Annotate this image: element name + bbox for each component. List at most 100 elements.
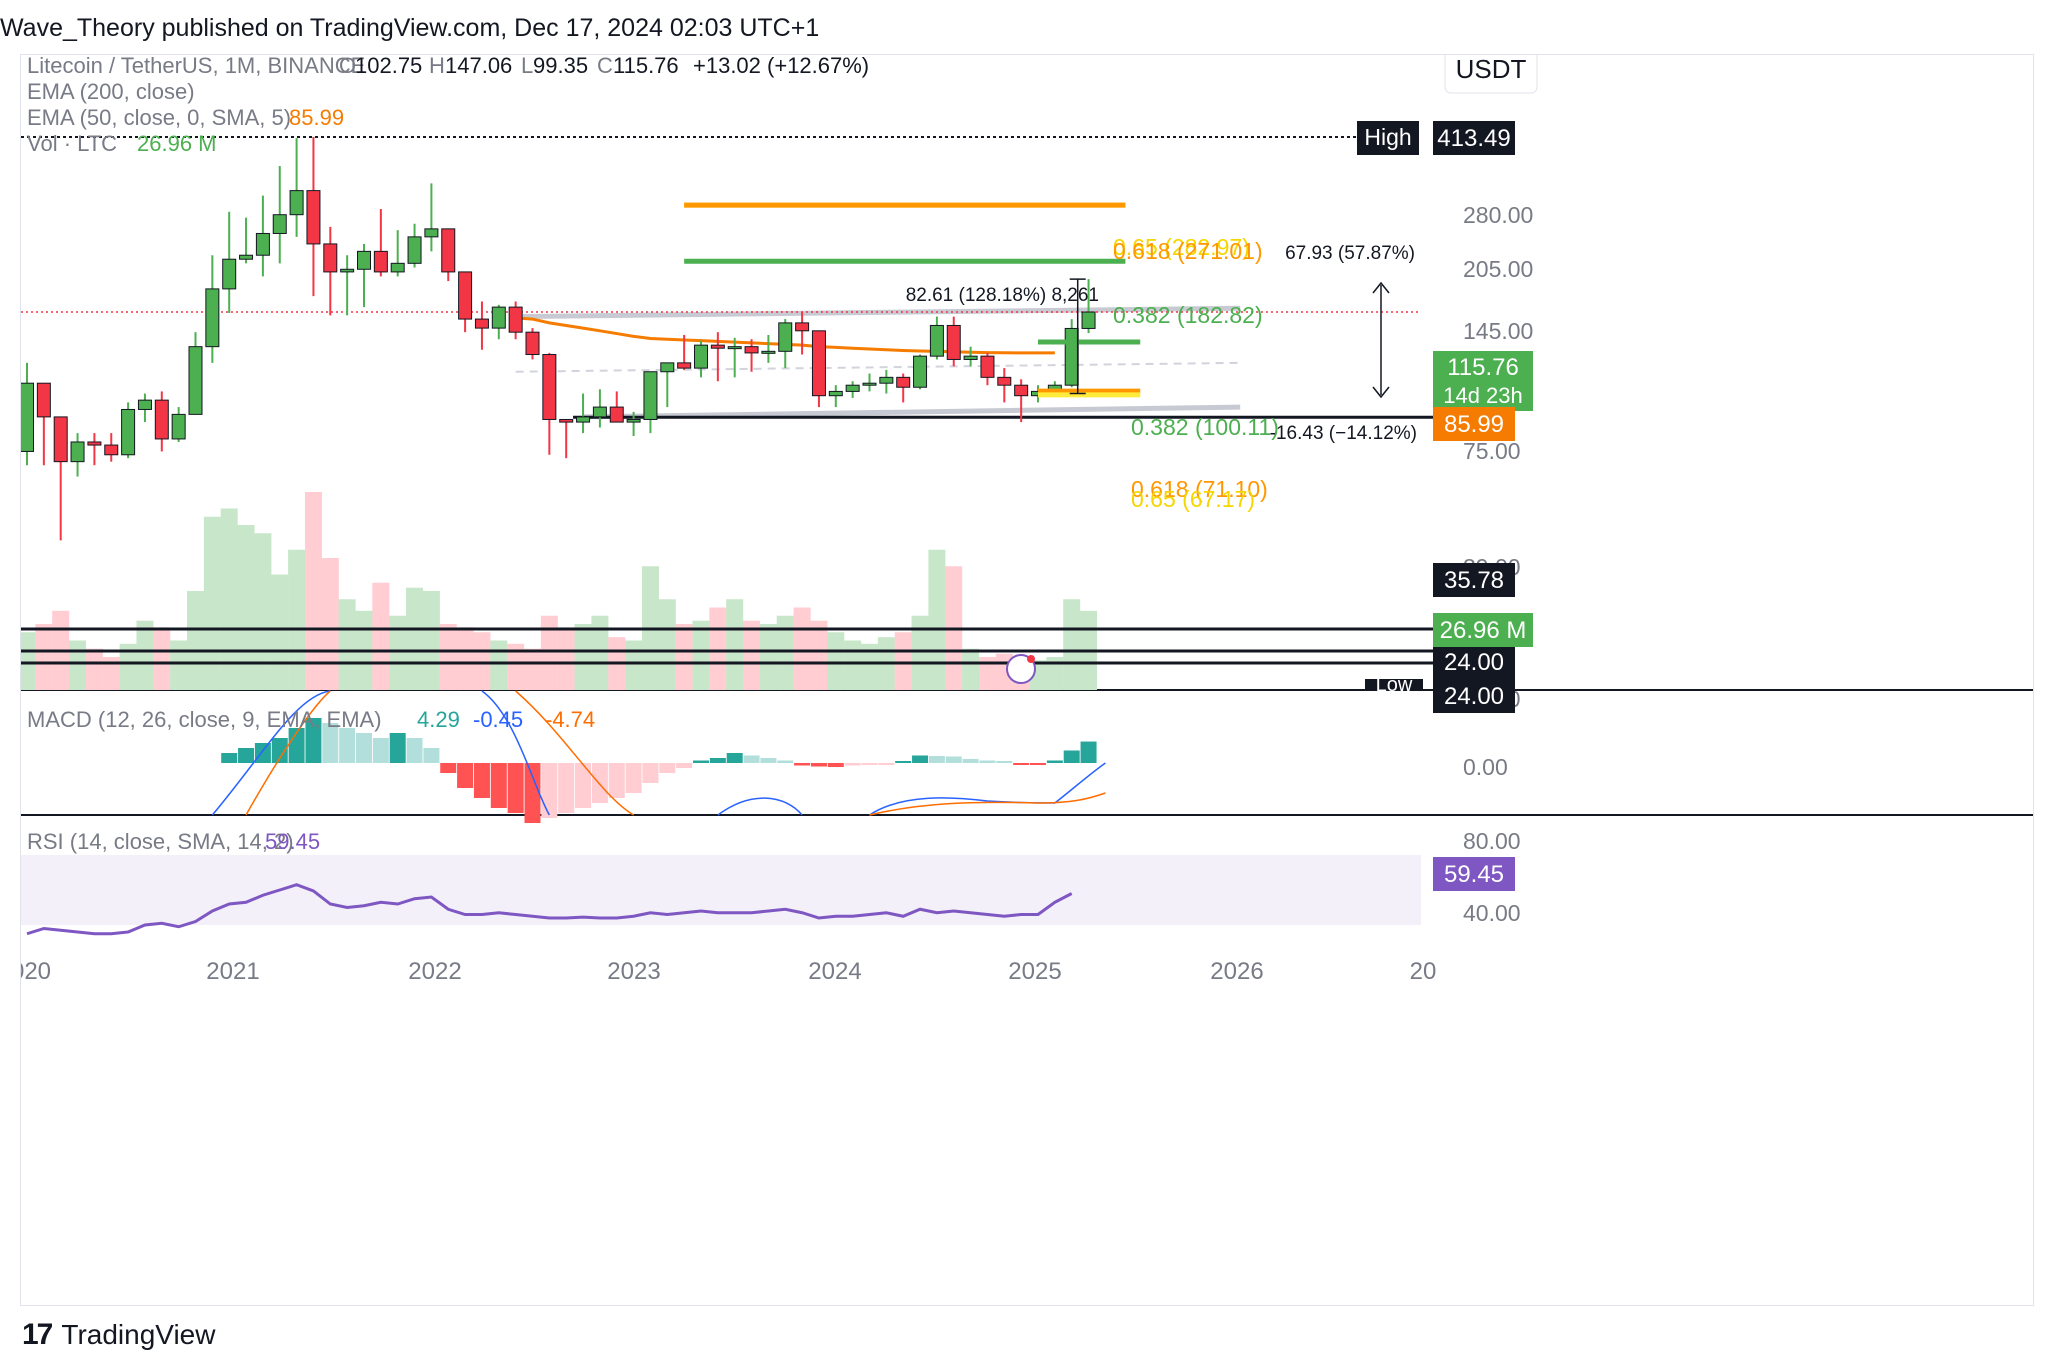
candle bbox=[373, 208, 388, 277]
macd-hist-bar bbox=[760, 758, 777, 763]
candle bbox=[104, 433, 119, 462]
candle bbox=[913, 354, 928, 390]
candle bbox=[205, 255, 220, 363]
candle-body bbox=[508, 306, 523, 333]
countdown-badge: 14d 23h bbox=[1443, 383, 1523, 408]
level-badge: 24.00 bbox=[1444, 649, 1504, 676]
volume-bar bbox=[21, 632, 36, 690]
legend-ema200: EMA (200, close) bbox=[27, 79, 195, 104]
time-axis-tick: 20 bbox=[1410, 958, 1437, 985]
candle bbox=[508, 301, 523, 340]
candle-body bbox=[862, 382, 877, 386]
candle bbox=[694, 340, 708, 378]
candle-body bbox=[811, 330, 826, 397]
rsi-badge-bg bbox=[1433, 857, 1515, 891]
macd-hist-bar bbox=[271, 738, 288, 763]
volume-bar bbox=[490, 640, 508, 690]
volume-bar bbox=[153, 627, 171, 690]
candle bbox=[87, 433, 102, 466]
legend-c-label: C bbox=[597, 55, 613, 78]
candle-body bbox=[21, 382, 34, 452]
volume-bar bbox=[658, 599, 676, 690]
candle bbox=[862, 373, 877, 392]
candle-body bbox=[53, 416, 68, 463]
legend-vol-value: 26.96 M bbox=[137, 131, 217, 156]
macd-hist-bar bbox=[878, 763, 895, 765]
legend-macd-signal: -4.74 bbox=[545, 707, 595, 732]
fib-label: 0.382 (100.11) bbox=[1131, 414, 1279, 440]
macd-hist-bar bbox=[642, 763, 659, 783]
candle bbox=[963, 346, 978, 367]
candle-body bbox=[424, 228, 439, 238]
macd-hist-bar bbox=[945, 756, 962, 763]
volume-bar bbox=[726, 599, 744, 690]
candle-body bbox=[828, 390, 843, 397]
macd-hist-bar bbox=[322, 723, 339, 763]
candle-body bbox=[491, 306, 506, 329]
volume-bar bbox=[338, 599, 356, 690]
level-badge: 35.78 bbox=[1444, 567, 1504, 594]
volume-bar bbox=[861, 643, 878, 690]
candle bbox=[357, 243, 371, 308]
candle bbox=[980, 352, 995, 386]
volume-bar bbox=[692, 620, 710, 690]
macd-hist-bar bbox=[912, 755, 929, 763]
low-badge-label: Low bbox=[1376, 674, 1413, 696]
volume-bar bbox=[220, 508, 238, 690]
legend-close: 115.76 bbox=[613, 55, 679, 78]
candle-body bbox=[390, 262, 405, 273]
candle-body bbox=[896, 376, 911, 388]
macd-hist-bar bbox=[996, 761, 1013, 763]
volume-bar bbox=[557, 627, 575, 690]
tradingview-logo-icon: 17 bbox=[22, 1318, 53, 1351]
candle bbox=[795, 311, 810, 355]
candle-body bbox=[407, 236, 422, 264]
candle bbox=[154, 391, 169, 452]
candle-body bbox=[222, 258, 237, 290]
legend-ema50: EMA (50, close, 0, SMA, 5) bbox=[27, 105, 291, 130]
candle bbox=[677, 334, 692, 370]
candle-body bbox=[559, 418, 574, 423]
candle-body bbox=[205, 288, 220, 348]
measure-label: 67.93 (57.87%) bbox=[1285, 243, 1415, 264]
candle-body bbox=[357, 250, 371, 270]
macd-hist-bar bbox=[1046, 760, 1063, 763]
macd-hist-bar bbox=[777, 760, 794, 763]
candle-body bbox=[778, 322, 793, 352]
volume-bar bbox=[304, 492, 322, 690]
currency-button[interactable]: USDT bbox=[1456, 55, 1527, 84]
candle bbox=[845, 381, 860, 398]
volume-bar bbox=[810, 620, 828, 690]
macd-hist-bar bbox=[693, 760, 709, 763]
candle-body bbox=[239, 254, 254, 260]
candle bbox=[811, 330, 826, 408]
volume-bar bbox=[85, 648, 103, 690]
candle bbox=[946, 316, 961, 367]
candle-body bbox=[592, 406, 607, 418]
candle-body bbox=[845, 384, 860, 392]
volume-bar bbox=[187, 591, 204, 690]
candle-body bbox=[980, 355, 995, 378]
candle-body bbox=[542, 354, 557, 420]
candle bbox=[576, 393, 591, 434]
volume-bar bbox=[911, 615, 929, 690]
low-badge-bg bbox=[1365, 679, 1423, 691]
volume-bar bbox=[288, 549, 306, 690]
ema-badge-bg bbox=[1433, 407, 1515, 441]
candle bbox=[171, 407, 186, 442]
price-axis-tick: 80.00 bbox=[1463, 828, 1521, 854]
candle-body bbox=[576, 416, 591, 423]
volume-bar bbox=[625, 640, 643, 690]
macd-hist-bar bbox=[440, 763, 457, 773]
macd-hist-bar bbox=[1013, 763, 1030, 765]
candle-body bbox=[323, 243, 338, 273]
chart-canvas[interactable]: 0.65 (282.97)0.618 (271.01) 0.382 (182.82… bbox=[21, 55, 2033, 1305]
volume-bar bbox=[170, 640, 188, 690]
macd-hist-bar bbox=[288, 728, 305, 763]
candle bbox=[137, 393, 152, 423]
candle-body bbox=[441, 228, 456, 273]
candle bbox=[525, 328, 540, 360]
candle-body bbox=[121, 408, 136, 456]
macd-hist-bar bbox=[575, 763, 592, 808]
candle-body bbox=[373, 250, 388, 273]
